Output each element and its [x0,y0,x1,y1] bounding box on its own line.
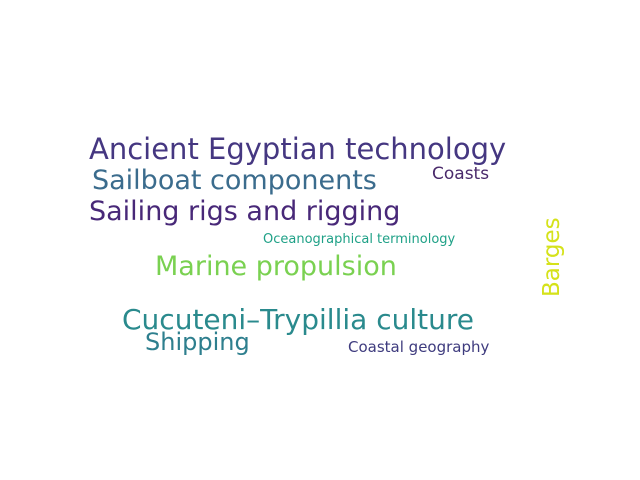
word-oceanographical-terminology: Oceanographical terminology [263,232,456,247]
word-sailing-rigs-and-rigging: Sailing rigs and rigging [89,196,401,227]
word-coasts: Coasts [432,164,490,184]
word-shipping: Shipping [145,328,250,356]
word-coastal-geography: Coastal geography [348,338,490,356]
word-barges: Barges [539,217,565,297]
word-ancient-egyptian-technology: Ancient Egyptian technology [89,132,507,166]
word-sailboat-components: Sailboat components [92,165,377,196]
word-marine-propulsion: Marine propulsion [155,251,397,282]
word-cucuteni-trypillia-culture: Cucuteni–Trypillia culture [122,303,474,336]
